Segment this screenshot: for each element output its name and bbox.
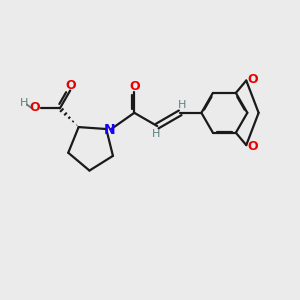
Text: O: O	[248, 140, 258, 153]
Text: O: O	[29, 101, 40, 114]
Text: O: O	[248, 73, 258, 86]
Text: O: O	[129, 80, 140, 93]
Text: H: H	[152, 129, 160, 139]
Text: H: H	[178, 100, 186, 110]
Text: O: O	[65, 79, 76, 92]
Text: N: N	[104, 124, 116, 137]
Text: H: H	[20, 98, 29, 108]
